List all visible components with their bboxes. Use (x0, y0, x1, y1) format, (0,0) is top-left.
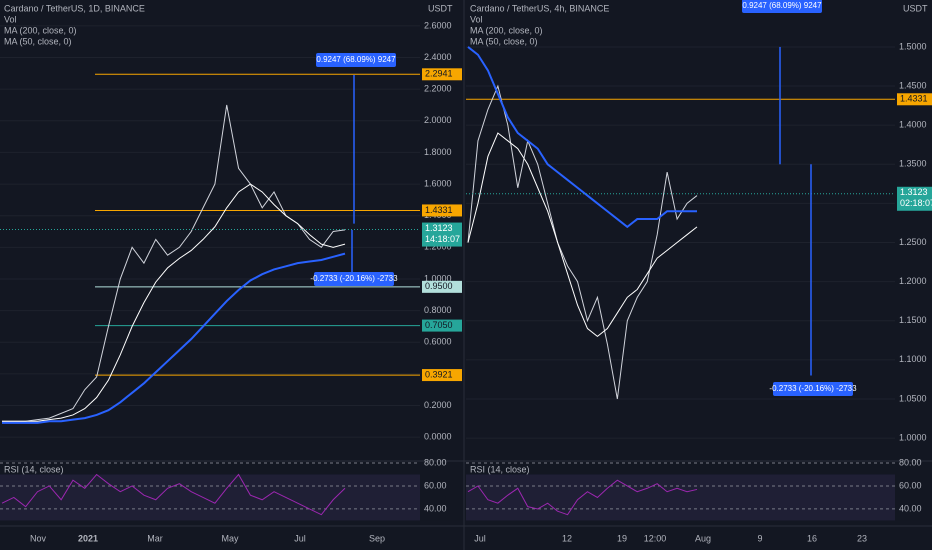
y-tick-label: 1.0000 (899, 432, 927, 442)
moving-average-line (467, 132, 698, 338)
level-label-bg (422, 369, 462, 382)
y-tick-label: 1.3500 (899, 159, 927, 169)
y-tick-label: 0.2000 (424, 400, 452, 410)
moving-average-line (467, 46, 697, 229)
rsi-band (0, 474, 420, 521)
unit-label: USDT (903, 3, 928, 13)
annotation: 0.9247 (68.09%) 9247 (316, 55, 396, 64)
annotation-bg (742, 0, 822, 13)
rsi-tick-label: 80.00 (424, 457, 447, 467)
rsi-tick-label: 40.00 (424, 503, 447, 513)
y-tick-label: 0.0000 (424, 431, 452, 441)
y-tick-label: 1.4500 (899, 80, 927, 90)
rsi-tick-label: 60.00 (424, 480, 447, 490)
x-tick-label: Jul (294, 533, 306, 543)
level-label: 2.2941 (425, 69, 453, 79)
legend-entry: MA (50, close, 0) (4, 36, 72, 46)
x-tick-label: 19 (617, 533, 627, 543)
level-label: 0.7050 (425, 320, 453, 330)
y-tick-label: 2.6000 (424, 20, 452, 30)
moving-average-line (2, 252, 346, 424)
y-tick-label: 1.2500 (899, 237, 927, 247)
last-price-bg (897, 186, 932, 211)
annotation: -0.2733 (-20.16%) -2733 (769, 384, 857, 393)
annotation-bg (316, 53, 396, 67)
level-label-bg (422, 204, 462, 217)
x-tick-label: 16 (807, 533, 817, 543)
y-tick-label: 0.8000 (424, 305, 452, 315)
annotation-bg (773, 382, 853, 396)
x-tick-label: 23 (857, 533, 867, 543)
y-tick-label: 1.4000 (899, 120, 927, 130)
legend-entry: MA (200, close, 0) (4, 25, 77, 35)
y-tick-label: 1.5000 (899, 41, 927, 51)
rsi-tick-label: 40.00 (899, 503, 922, 513)
rsi-tick-label: 80.00 (899, 457, 922, 467)
legend-entry: Vol (470, 14, 483, 24)
level-label: 0.3921 (425, 369, 453, 379)
annotation: 0.9247 (68.09%) 9247 (742, 1, 822, 10)
y-tick-label: 1.0000 (424, 273, 452, 283)
legend-entry: Vol (4, 14, 17, 24)
y-tick-label: 1.2000 (424, 242, 452, 252)
rsi-tick-label: 60.00 (899, 480, 922, 490)
legend-entry: MA (50, close, 0) (470, 36, 538, 46)
y-tick-label: 2.2000 (424, 84, 452, 94)
price-line (467, 84, 698, 400)
last-price-bg (422, 222, 462, 247)
y-tick-label: 1.1000 (899, 354, 927, 364)
unit-label: USDT (428, 3, 453, 13)
x-tick-label: 12 (562, 533, 572, 543)
x-tick-label: 9 (757, 533, 762, 543)
legend-entry: MA (200, close, 0) (470, 25, 543, 35)
rsi-title: RSI (14, close) (470, 464, 530, 474)
level-label: 0.9500 (425, 281, 453, 291)
y-tick-label: 0.6000 (424, 337, 452, 347)
level-label-bg (897, 93, 932, 106)
level-label: 1.4331 (900, 94, 928, 104)
rsi-band (466, 474, 895, 521)
x-tick-label: Jul (474, 533, 486, 543)
x-tick-label: May (221, 533, 239, 543)
rsi-line (467, 479, 698, 516)
chart-title: Cardano / TetherUS, 1D, BINANCE (4, 3, 145, 13)
rsi-line (1, 473, 346, 516)
y-tick-label: 1.6000 (424, 178, 452, 188)
last-price-label: 1.3123 (900, 187, 928, 197)
y-tick-label: 2.0000 (424, 115, 452, 125)
y-tick-label: 1.8000 (424, 147, 452, 157)
last-price-label: 1.3123 (425, 223, 453, 233)
countdown-label: 02:18:07 (900, 198, 932, 208)
y-tick-label: 2.4000 (424, 52, 452, 62)
x-tick-label: Aug (695, 533, 711, 543)
level-label: 1.4331 (425, 205, 453, 215)
x-tick-label: 12:00 (644, 533, 667, 543)
y-tick-label: 1.1500 (899, 315, 927, 325)
annotation-bg (314, 272, 394, 286)
y-tick-label: 1.0500 (899, 393, 927, 403)
countdown-label: 14:18:07 (425, 234, 460, 244)
rsi-title: RSI (14, close) (4, 464, 64, 474)
level-label-bg (422, 280, 462, 293)
x-tick-label: Nov (30, 533, 47, 543)
chart-title: Cardano / TetherUS, 4h, BINANCE (470, 3, 609, 13)
y-tick-label: 1.2000 (899, 276, 927, 286)
level-label-bg (422, 68, 462, 81)
x-tick-label: Mar (147, 533, 163, 543)
x-tick-label: 2021 (78, 533, 98, 543)
x-tick-label: Sep (369, 533, 385, 543)
level-label-bg (422, 319, 462, 332)
moving-average-line (2, 183, 346, 422)
annotation: -0.2733 (-20.16%) -2733 (310, 274, 398, 283)
